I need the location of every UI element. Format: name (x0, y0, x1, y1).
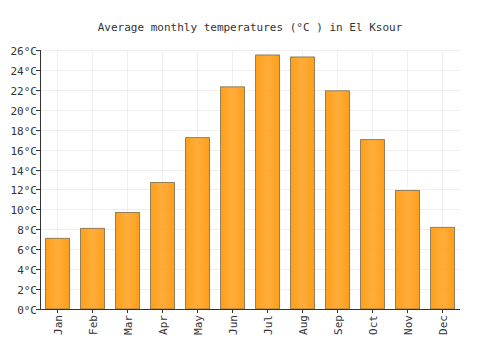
bar (326, 91, 350, 309)
y-tick-label: 2°C (17, 284, 37, 297)
x-tick-label: May (192, 315, 205, 335)
y-grid-line (40, 130, 460, 131)
chart: Average monthly temperatures (°C ) in El… (0, 0, 500, 350)
x-tick (372, 309, 373, 313)
bar (396, 190, 420, 309)
bar (186, 138, 210, 309)
x-tick-label: Apr (157, 315, 170, 335)
x-tick (232, 309, 233, 313)
x-tick (197, 309, 198, 313)
y-tick-label: 8°C (17, 224, 37, 237)
x-tick (127, 309, 128, 313)
y-grid-line (40, 309, 460, 310)
bar (116, 212, 140, 309)
bar (361, 140, 385, 309)
x-tick-label: Sep (332, 315, 345, 335)
x-tick-label: Aug (297, 315, 310, 335)
bar (81, 228, 105, 309)
y-tick-label: 22°C (11, 85, 38, 98)
y-tick-label: 4°C (17, 264, 37, 277)
title: Average monthly temperatures (°C ) in El… (98, 21, 403, 34)
bars (46, 55, 455, 309)
x-tick (57, 309, 58, 313)
y-grid-line (40, 150, 460, 151)
x-tick-label: Jun (227, 315, 240, 335)
y-tick-label: 26°C (11, 45, 38, 58)
bar (151, 182, 175, 309)
x-tick-label: Jan (52, 315, 65, 335)
x-tick (337, 309, 338, 313)
x-axis (40, 309, 460, 310)
grid (40, 50, 460, 310)
y-axis (40, 50, 41, 309)
bar (46, 238, 70, 309)
x-tick (302, 309, 303, 313)
y-tick-label: 16°C (11, 145, 38, 158)
x-tick-label: Jul (262, 315, 275, 335)
y-tick-label: 24°C (11, 65, 38, 78)
x-tick (267, 309, 268, 313)
x-tick-label: Dec (437, 315, 450, 335)
y-tick-label: 14°C (11, 165, 38, 178)
y-grid-line (40, 170, 460, 171)
x-tick (407, 309, 408, 313)
x-tick-label: Mar (122, 315, 135, 335)
chart-root: Average monthly temperatures (°C ) in El… (0, 0, 500, 350)
x-tick (92, 309, 93, 313)
y-tick-label: 6°C (17, 244, 37, 257)
x-tick-label: Nov (402, 315, 415, 335)
y-tick-label: 12°C (11, 184, 38, 197)
y-tick-label: 18°C (11, 125, 38, 138)
bar (431, 227, 455, 309)
y-grid-line (40, 90, 460, 91)
bar (256, 55, 280, 309)
x-tick-label: Oct (367, 315, 380, 335)
y-grid-line (40, 110, 460, 111)
bar (221, 87, 245, 309)
y-grid-line (40, 70, 460, 71)
y-grid-line (40, 50, 460, 51)
y-tick-label: 0°C (17, 304, 37, 317)
y-grid-line (40, 189, 460, 190)
y-tick-label: 20°C (11, 105, 38, 118)
y-tick-label: 10°C (11, 204, 38, 217)
x-tick (442, 309, 443, 313)
bar (291, 57, 315, 309)
x-tick-label: Feb (87, 315, 100, 335)
x-tick (162, 309, 163, 313)
